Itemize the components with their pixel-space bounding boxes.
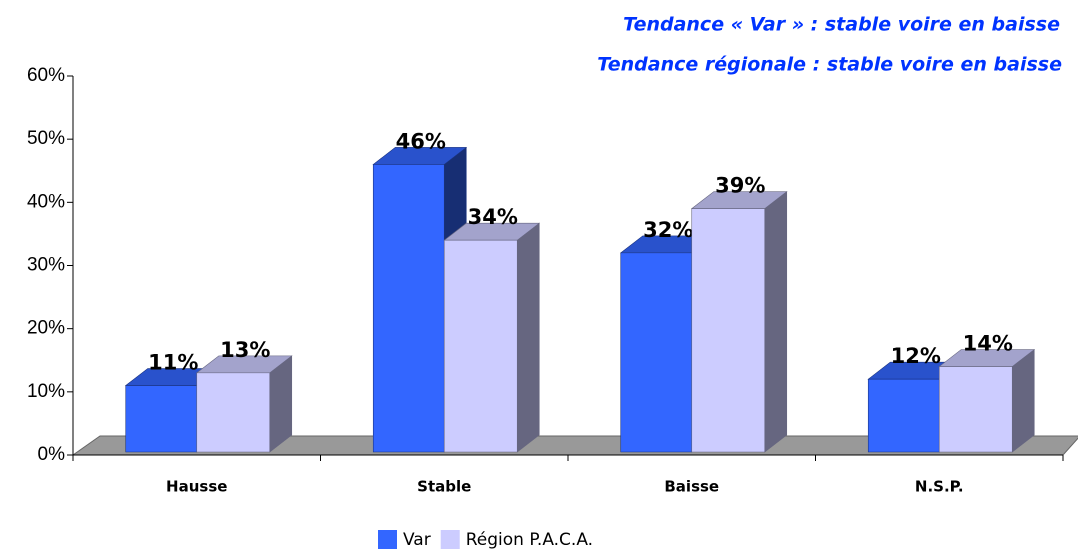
bar [443,222,541,453]
y-tick-label: 30% [27,255,65,276]
value-label: 32% [643,218,693,242]
y-tick-label: 50% [27,128,65,149]
legend-label: Var [403,530,431,550]
bar-front [125,385,198,453]
value-label: 11% [148,351,198,375]
x-tick-label: Stable [417,478,471,496]
bar-front [620,252,693,453]
bar-side [516,222,540,453]
value-label: 14% [963,332,1013,356]
legend-swatch [440,530,460,549]
bar-front [196,372,271,453]
value-label: 13% [220,338,270,362]
value-label: 34% [468,205,518,229]
bar [690,191,788,453]
bar [195,355,293,453]
legend-label: Région P.A.C.A. [466,530,593,550]
bar-front [867,378,940,453]
bar-front [372,164,445,453]
x-tick-label: N.S.P. [915,478,964,496]
y-tick-label: 10% [27,381,65,402]
x-tick-label: Baisse [664,478,719,496]
bar-front [443,239,518,453]
value-label: 12% [891,344,941,368]
y-tick-label: 0% [38,444,66,465]
y-tick-label: 20% [27,318,65,339]
chart-subtitle: Tendance régionale : stable voire en bai… [597,54,1062,76]
x-tick-label: Hausse [166,478,227,496]
chart-title: Tendance « Var » : stable voire en baiss… [623,14,1060,36]
bar [938,348,1036,453]
y-tick-label: 60% [27,65,65,86]
y-tick-label: 40% [27,191,65,212]
legend-swatch [378,530,397,549]
value-label: 46% [396,129,446,153]
bar-side [1011,348,1035,453]
bar-side [764,191,788,453]
bar-front [938,366,1013,453]
value-label: 39% [715,174,765,198]
bar-front [691,208,766,453]
